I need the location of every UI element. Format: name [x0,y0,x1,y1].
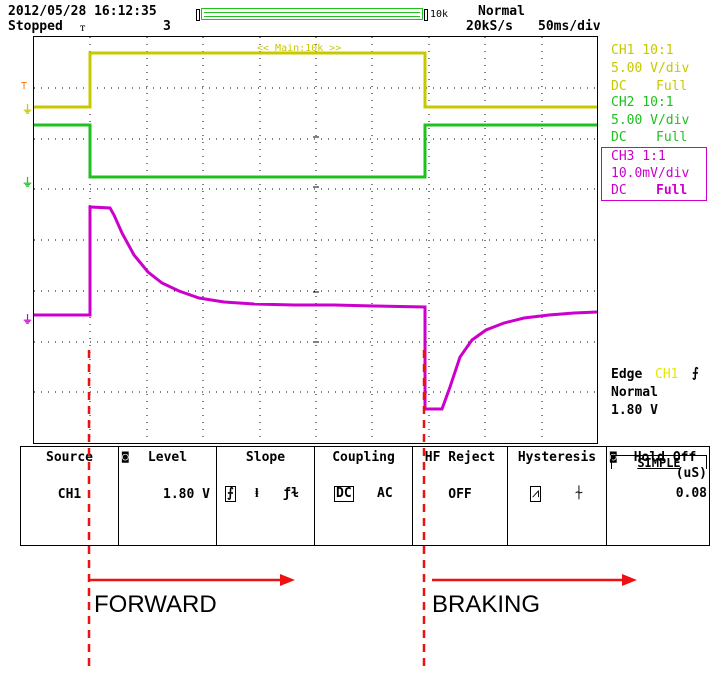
menu-coupling-label: Coupling [332,450,395,465]
falling-slope-icon[interactable]: ⱡ [255,486,259,501]
coupling-ac-option[interactable]: AC [377,486,393,501]
menu-slope-label: Slope [245,450,286,465]
simple-tab[interactable]: SIMPLE [611,455,707,470]
ch3-scale: 10.0mV/div [611,166,690,181]
graticule [34,37,597,443]
ch3-trace [34,205,597,411]
both-slope-icon[interactable]: ƒɫ [283,486,299,501]
forward-label: FORWARD [94,591,217,618]
menu-source-label: Source [46,450,93,465]
menu-hold-off-label: Hold Off [633,450,697,465]
record-length: 10k [430,9,449,20]
ch3-ground-marker: ⏚ [22,313,33,326]
hysteresis-low-icon[interactable]: ⩘ [530,486,542,502]
ch3-bandwidth: Full [656,183,688,198]
menu-source-value: CH1 [57,487,82,502]
ch3-coupling: DC [611,183,627,198]
main-window-label: << Main:10k >> [257,43,342,54]
ch2-trace [34,123,597,179]
run-status: Stopped [8,19,63,34]
trigger-level-marker: T [21,81,28,92]
menu-level[interactable]: ◙ Level 1.80 V [118,447,216,545]
trigger-mode-header: Normal [478,4,525,19]
ch3-info: CH3 1:1 10.0mV/div DC Full [601,147,707,201]
ch2-bandwidth: Full [656,130,688,145]
menu-hold-off-value: 0.08 [675,486,707,501]
menu-hysteresis-label: Hysteresis [517,450,597,465]
menu-level-value: 1.80 V [163,487,210,502]
waveform-display[interactable]: << Main:10k >> [33,36,598,444]
waveform-svg [34,37,597,443]
ch1-name: CH1 10:1 [611,43,674,58]
record-window [201,8,423,20]
braking-label: BRAKING [432,591,541,618]
braking-arrow [432,574,637,586]
menu-level-label: Level [147,450,188,465]
menu-hysteresis[interactable]: Hysteresis ⩘ ⍭ [507,447,606,545]
rising-edge-icon: ⨍ [692,366,699,381]
ch2-coupling: DC [611,130,627,145]
ch2-name: CH2 10:1 [611,95,674,110]
coupling-dc-option[interactable]: DC [334,486,354,502]
timebase: 50ms/div [538,19,601,34]
trigger-mode: Normal [611,385,658,400]
menu-slope[interactable]: Slope ⨍ ⱡ ƒɫ [216,447,314,545]
trigger-icon: ᴛ [80,20,86,34]
record-position-bar [196,8,428,21]
trigger-type: Edge [611,367,643,382]
trigger-menu-bar: Source CH1 ◙ Level 1.80 V Slope ⨍ ⱡ ƒɫ C… [20,446,710,546]
acquisition-count: 3 [163,19,171,34]
ch1-scale: 5.00 V/div [611,61,690,76]
menu-source[interactable]: Source CH1 [20,447,118,545]
forward-arrow [89,574,295,586]
holdoff-knob-icon: ◙ [610,450,617,463]
ch3-name: CH3 1:1 [611,149,666,164]
ch1-ground-marker: ⏚ [22,103,33,116]
sample-rate: 20kS/s [466,19,513,34]
hysteresis-high-icon[interactable]: ⍭ [575,486,583,501]
menu-hold-off-unit: (uS) [675,466,707,481]
ch1-trace [34,51,597,109]
trigger-level: 1.80 V [611,403,658,418]
ch1-bandwidth: Full [656,79,688,94]
menu-coupling[interactable]: Coupling DC AC [314,447,412,545]
ch2-scale: 5.00 V/div [611,113,690,128]
menu-hf-reject-value: OFF [448,487,472,502]
menu-hold-off[interactable]: ◙ Hold Off (uS) 0.08 [606,447,710,545]
ch1-coupling: DC [611,79,627,94]
knob-icon: ◙ [122,450,129,463]
center-ticks [313,136,319,343]
rising-slope-icon[interactable]: ⨍ [225,486,236,502]
menu-hf-reject-label: HF Reject [424,450,496,465]
datetime: 2012/05/28 16:12:35 [8,4,157,19]
ch2-ground-marker: ⏚ [22,176,33,189]
menu-hf-reject[interactable]: HF Reject OFF [412,447,507,545]
trigger-source: CH1 [655,367,679,382]
